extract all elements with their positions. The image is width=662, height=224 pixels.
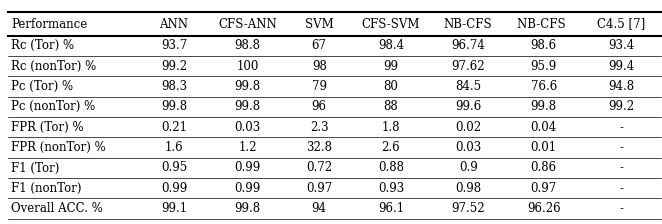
Text: 0.02: 0.02	[455, 121, 481, 134]
Text: 0.98: 0.98	[455, 182, 481, 195]
Text: 76.6: 76.6	[530, 80, 557, 93]
Text: 99.8: 99.8	[161, 100, 187, 113]
Text: 96.74: 96.74	[451, 39, 485, 52]
Text: -: -	[619, 141, 623, 154]
Text: 0.04: 0.04	[530, 121, 557, 134]
Text: 0.97: 0.97	[306, 182, 332, 195]
Text: 98.8: 98.8	[234, 39, 261, 52]
Text: 95.9: 95.9	[530, 60, 557, 73]
Text: 97.52: 97.52	[451, 202, 485, 215]
Text: 98.6: 98.6	[531, 39, 557, 52]
Text: -: -	[619, 182, 623, 195]
Text: -: -	[619, 202, 623, 215]
Text: Pc (Tor) %: Pc (Tor) %	[11, 80, 73, 93]
Text: 0.97: 0.97	[530, 182, 557, 195]
Text: F1 (nonTor): F1 (nonTor)	[11, 182, 82, 195]
Text: 84.5: 84.5	[455, 80, 481, 93]
Text: 96.26: 96.26	[527, 202, 561, 215]
Text: SVM: SVM	[305, 17, 334, 30]
Text: 99.2: 99.2	[608, 100, 634, 113]
Text: 100: 100	[236, 60, 259, 73]
Text: 94.8: 94.8	[608, 80, 634, 93]
Text: 1.8: 1.8	[381, 121, 400, 134]
Text: 94: 94	[312, 202, 327, 215]
Text: 0.99: 0.99	[234, 162, 261, 174]
Text: C4.5 [7]: C4.5 [7]	[597, 17, 645, 30]
Text: NB-CFS: NB-CFS	[518, 17, 570, 30]
Text: 99.6: 99.6	[455, 100, 481, 113]
Text: FPR (Tor) %: FPR (Tor) %	[11, 121, 84, 134]
Text: 0.72: 0.72	[306, 162, 332, 174]
Text: F1 (Tor): F1 (Tor)	[11, 162, 60, 174]
Text: Pc (nonTor) %: Pc (nonTor) %	[11, 100, 95, 113]
Text: -: -	[619, 121, 623, 134]
Text: 99: 99	[383, 60, 399, 73]
Text: 67: 67	[312, 39, 327, 52]
Text: 0.88: 0.88	[378, 162, 404, 174]
Text: 99.2: 99.2	[161, 60, 187, 73]
Text: 0.01: 0.01	[531, 141, 557, 154]
Text: Rc (nonTor) %: Rc (nonTor) %	[11, 60, 97, 73]
Text: 99.8: 99.8	[531, 100, 557, 113]
Text: 93.4: 93.4	[608, 39, 634, 52]
Text: 99.8: 99.8	[234, 202, 261, 215]
Text: 1.6: 1.6	[165, 141, 183, 154]
Text: ANN: ANN	[160, 17, 189, 30]
Text: -: -	[619, 162, 623, 174]
Text: CFS-SVM: CFS-SVM	[361, 17, 420, 30]
Text: 32.8: 32.8	[307, 141, 332, 154]
Text: 93.7: 93.7	[161, 39, 187, 52]
Text: 0.99: 0.99	[161, 182, 187, 195]
Text: 98.4: 98.4	[378, 39, 404, 52]
Text: 0.86: 0.86	[531, 162, 557, 174]
Text: 2.6: 2.6	[381, 141, 401, 154]
Text: Rc (Tor) %: Rc (Tor) %	[11, 39, 74, 52]
Text: 99.8: 99.8	[234, 100, 261, 113]
Text: 97.62: 97.62	[451, 60, 485, 73]
Text: 1.2: 1.2	[238, 141, 257, 154]
Text: NB-CFS: NB-CFS	[444, 17, 493, 30]
Text: 0.99: 0.99	[234, 182, 261, 195]
Text: 80: 80	[383, 80, 399, 93]
Text: CFS-ANN: CFS-ANN	[218, 17, 277, 30]
Text: 96.1: 96.1	[378, 202, 404, 215]
Text: 99.1: 99.1	[161, 202, 187, 215]
Text: 0.21: 0.21	[161, 121, 187, 134]
Text: 0.93: 0.93	[378, 182, 404, 195]
Text: 79: 79	[312, 80, 327, 93]
Text: 0.9: 0.9	[459, 162, 477, 174]
Text: 99.8: 99.8	[234, 80, 261, 93]
Text: Performance: Performance	[11, 17, 87, 30]
Text: 96: 96	[312, 100, 327, 113]
Text: 0.03: 0.03	[455, 141, 481, 154]
Text: 88: 88	[383, 100, 399, 113]
Text: 2.3: 2.3	[310, 121, 328, 134]
Text: 0.03: 0.03	[234, 121, 261, 134]
Text: 98.3: 98.3	[161, 80, 187, 93]
Text: 99.4: 99.4	[608, 60, 634, 73]
Text: 98: 98	[312, 60, 326, 73]
Text: Overall ACC. %: Overall ACC. %	[11, 202, 103, 215]
Text: 0.95: 0.95	[161, 162, 187, 174]
Text: FPR (nonTor) %: FPR (nonTor) %	[11, 141, 106, 154]
